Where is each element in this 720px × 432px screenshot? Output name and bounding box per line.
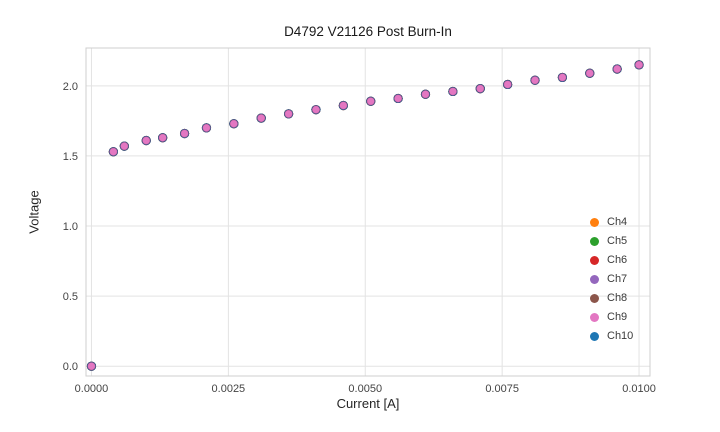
y-tick-label: 2.0 [63,81,78,93]
y-tick-label: 1.0 [63,221,78,233]
data-point-Ch9 [86,361,96,371]
legend-marker-icon [590,294,599,303]
legend-marker-icon [590,332,599,341]
y-tick-label: 0.0 [63,361,78,373]
legend-label: Ch6 [607,254,628,266]
data-point-Ch9 [256,113,266,123]
data-point-Ch9 [141,136,151,146]
x-tick-label: 0.0000 [75,383,109,395]
legend-marker-icon [590,237,599,246]
data-point-Ch9 [612,64,622,74]
x-tick-label: 0.0075 [485,383,519,395]
data-point-Ch9 [180,129,190,139]
data-point-Ch9 [585,68,595,78]
chart-title: D4792 V21126 Post Burn-In [284,24,452,39]
legend-label: Ch5 [607,235,628,247]
data-point-Ch9 [158,133,168,143]
data-point-Ch9 [448,86,458,96]
data-point-Ch9 [503,79,513,89]
data-point-Ch9 [229,119,239,129]
legend-label: Ch10 [607,330,634,342]
x-tick-label: 0.0100 [622,383,656,395]
legend-marker-icon [590,275,599,284]
legend-marker-icon [590,313,599,322]
data-point-Ch9 [201,123,211,133]
legend-marker-icon [590,218,599,227]
legend-item-Ch8: Ch8 [590,289,633,308]
legend-item-Ch5: Ch5 [590,232,633,251]
data-point-Ch9 [366,96,376,106]
legend-marker-icon [590,256,599,265]
y-tick-label: 1.5 [63,151,78,163]
data-point-Ch9 [119,141,129,151]
legend-item-Ch6: Ch6 [590,251,633,270]
x-tick-label: 0.0025 [212,383,246,395]
data-point-Ch9 [557,72,567,82]
legend-label: Ch7 [607,273,628,285]
legend: Ch4 Ch5 Ch6 Ch7 Ch8 Ch9 Ch10 [590,213,633,346]
legend-item-Ch9: Ch9 [590,308,633,327]
y-tick-label: 0.5 [63,291,78,303]
legend-label: Ch4 [607,216,628,228]
data-point-Ch9 [108,147,118,157]
legend-item-Ch7: Ch7 [590,270,633,289]
y-axis-label: Voltage [26,190,42,234]
data-point-Ch9 [311,105,321,115]
data-point-Ch9 [634,60,644,70]
x-tick-label: 0.0050 [348,383,382,395]
legend-item-Ch4: Ch4 [590,213,633,232]
legend-label: Ch9 [607,311,628,323]
plot-border [85,47,651,377]
data-point-Ch9 [284,109,294,119]
data-point-Ch9 [420,89,430,99]
data-point-Ch9 [530,75,540,85]
data-point-Ch9 [393,93,403,103]
x-axis-label: Current [A] [336,396,400,411]
legend-item-Ch10: Ch10 [590,327,633,346]
legend-label: Ch8 [607,292,628,304]
data-point-Ch9 [338,100,348,110]
data-point-Ch9 [475,84,485,94]
